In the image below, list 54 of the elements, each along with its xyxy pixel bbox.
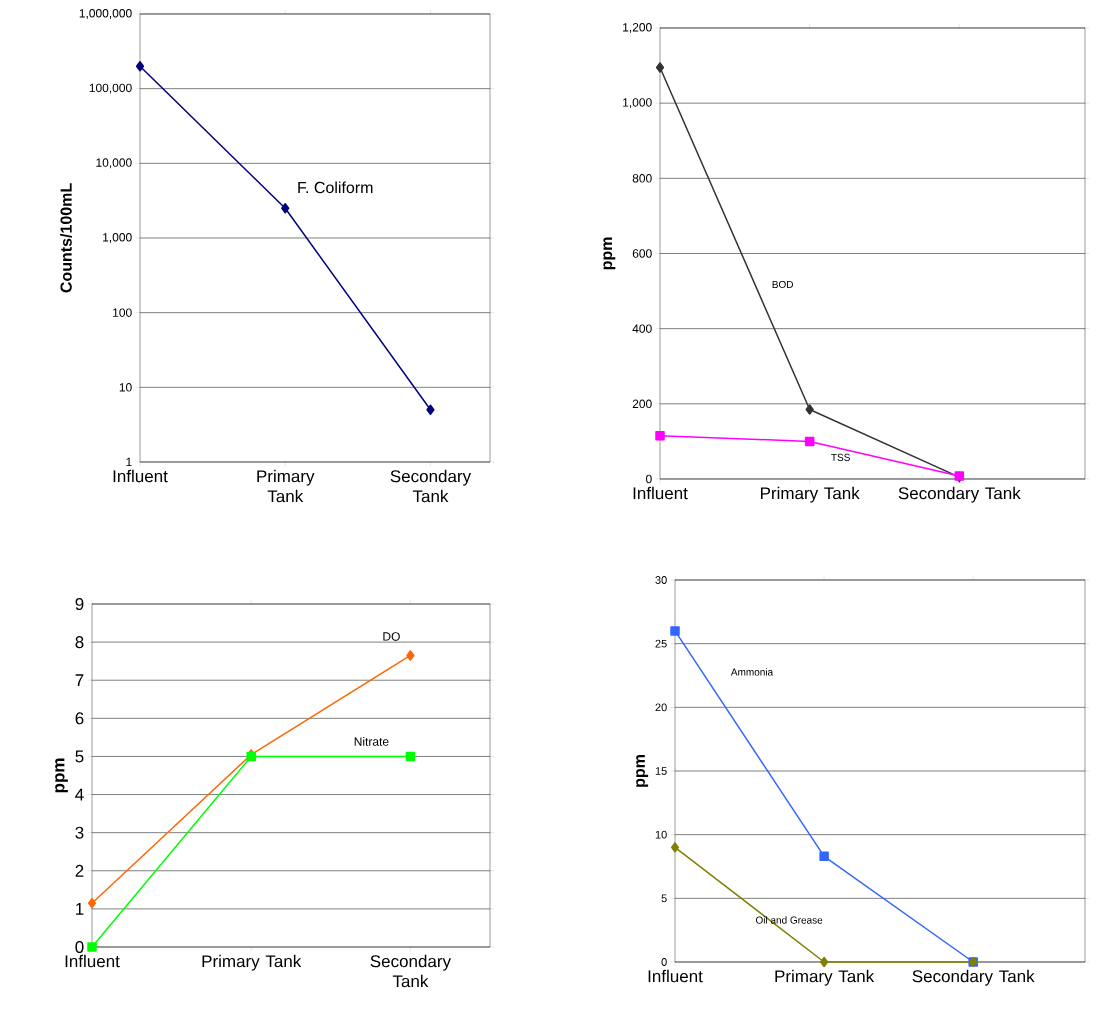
y-tick-label: 10 [655, 830, 667, 839]
x-tick-label: Primary Tank [775, 969, 875, 986]
y-axis-title: ppm [55, 758, 68, 793]
x-tick-label: Influent [648, 969, 703, 983]
y-tick-label: 200 [632, 399, 652, 409]
y-tick-label: 100,000 [89, 83, 132, 94]
y-tick-label: 0 [661, 958, 667, 966]
y-tick-label: 7 [75, 674, 84, 687]
y-tick-label: 800 [632, 174, 652, 183]
y-axis-title: ppm [636, 755, 649, 787]
y-tick-label: 10 [119, 383, 132, 392]
y-tick-label: 1,000 [103, 233, 132, 243]
y-tick-label: 600 [632, 249, 652, 258]
y-tick-label: 9 [75, 597, 84, 611]
y-tick-label: 5 [661, 894, 667, 903]
y-tick-label: 1,200 [623, 23, 652, 33]
series-label: DO [383, 632, 400, 641]
y-tick-label: 0 [646, 474, 652, 484]
y-tick-label: 2 [75, 864, 84, 877]
y-tick-label: 1,000,000 [79, 9, 132, 19]
y-tick-label: 6 [75, 712, 84, 725]
y-tick-label: 20 [655, 703, 667, 712]
x-tick-label: Primary Tank [202, 954, 302, 971]
y-tick-label: 30 [655, 576, 667, 584]
series-label: F. Coliform [298, 181, 373, 194]
y-tick-label: 5 [75, 750, 84, 763]
series-label: TSS [831, 453, 850, 461]
series-label: Oil and Grease [755, 916, 823, 924]
y-tick-label: 25 [655, 639, 667, 648]
series-label: Nitrate [354, 737, 389, 746]
x-tick-label: Secondary Tank [898, 486, 1021, 503]
x-tick-label: Influent [65, 954, 120, 968]
x-tick-label: Influent [113, 469, 168, 483]
y-tick-label: 1,000 [623, 98, 652, 109]
y-tick-label: 1 [76, 903, 84, 915]
y-tick-label: 4 [75, 788, 84, 801]
y-tick-label: 3 [75, 826, 84, 839]
y-axis-title: ppm [603, 237, 616, 270]
y-tick-label: 0 [75, 940, 84, 954]
text: Ammonia [730, 668, 774, 676]
y-tick-label: 100 [113, 308, 132, 317]
y-tick-label: 1 [126, 457, 132, 467]
x-tick-label: Influent [633, 486, 688, 500]
series-label: BOD [772, 280, 794, 288]
y-tick-label: 15 [655, 767, 667, 775]
y-tick-label: 10,000 [96, 158, 132, 169]
x-tick-label: Primary Tank [760, 486, 860, 503]
y-axis-title: Counts/100mL [60, 183, 72, 293]
x-tick-label: Secondary Tank [912, 969, 1035, 986]
x-tick-label: Secondary Tank [390, 469, 472, 503]
y-tick-label: 8 [75, 636, 84, 649]
y-tick-label: 400 [632, 324, 652, 333]
x-tick-label: Primary Tank [257, 469, 315, 503]
x-tick-label: Secondary Tank [370, 954, 451, 988]
